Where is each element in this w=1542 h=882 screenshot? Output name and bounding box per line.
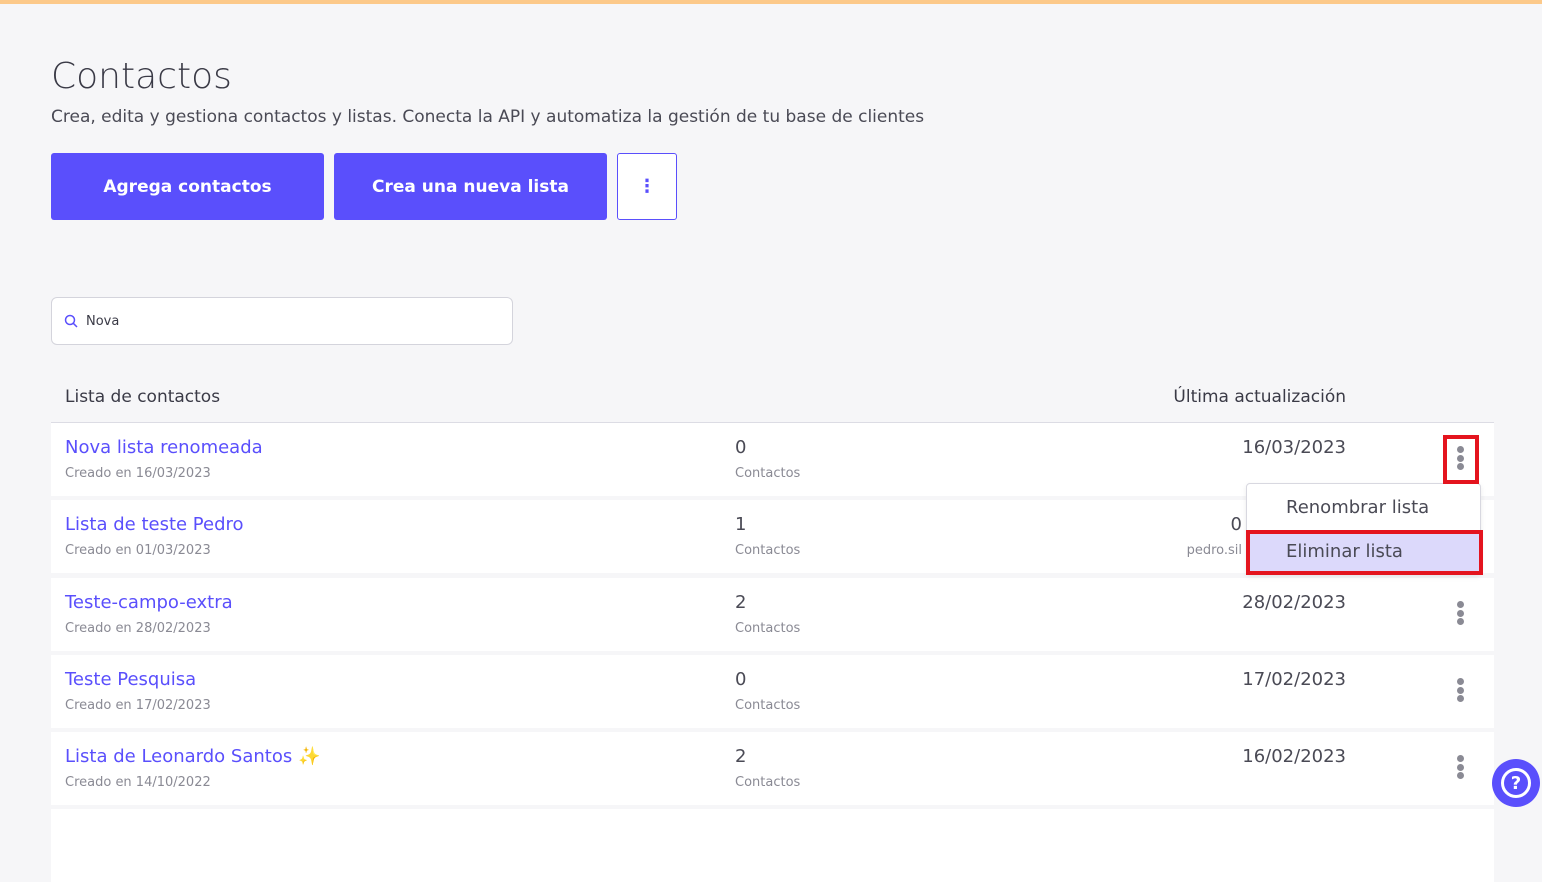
page-subtitle: Crea, edita y gestiona contactos y lista…: [51, 107, 925, 127]
created-date: Creado en 17/02/2023: [65, 698, 211, 713]
updated-date: 17/02/2023: [1242, 669, 1346, 690]
created-date: Creado en 14/10/2022: [65, 775, 211, 790]
contact-count-label: Contactos: [735, 466, 801, 481]
new-list-button[interactable]: Crea una nueva lista: [334, 153, 607, 220]
contact-count-label: Contactos: [735, 543, 801, 558]
search-box[interactable]: [51, 297, 513, 345]
contact-count-label: Contactos: [735, 621, 801, 636]
contact-count: 2: [735, 592, 747, 613]
table-row[interactable]: Teste-campo-extra Creado en 28/02/2023 2…: [51, 578, 1494, 651]
help-icon: ?: [1501, 768, 1531, 798]
list-name-link[interactable]: Lista de Leonardo Santos ✨: [65, 746, 320, 767]
list-name: Lista de teste Pedro: [65, 514, 244, 535]
created-date: Creado en 01/03/2023: [65, 543, 211, 558]
highlight-box-kebab: [1443, 435, 1479, 484]
search-input[interactable]: [86, 313, 486, 329]
updated-date: 0: [1230, 514, 1242, 535]
add-contacts-button[interactable]: Agrega contactos: [51, 153, 324, 220]
table-row[interactable]: Teste Pesquisa Creado en 17/02/2023 0 Co…: [51, 655, 1494, 728]
row-options-kebab-icon[interactable]: [1453, 752, 1467, 782]
column-header-list: Lista de contactos: [65, 387, 221, 407]
contact-count: 2: [735, 746, 747, 767]
row-options-kebab-icon[interactable]: [1453, 443, 1467, 473]
column-header-updated: Última actualización: [1173, 387, 1346, 407]
table-row[interactable]: Lista de Leonardo Santos ✨ Creado en 14/…: [51, 732, 1494, 805]
list-name-link[interactable]: Teste-campo-extra: [65, 592, 233, 613]
row-options-kebab-icon[interactable]: [1453, 675, 1467, 705]
more-options-button[interactable]: ⋮: [617, 153, 677, 220]
contact-count: 0: [735, 437, 747, 458]
sparkles-emoji: ✨: [297, 746, 321, 767]
list-name: Nova lista renomeada: [65, 437, 263, 458]
updated-date: 16/03/2023: [1242, 437, 1346, 458]
table-header: Lista de contactos Última actualización: [51, 380, 1494, 423]
list-name-link[interactable]: Lista de teste Pedro: [65, 514, 244, 535]
contact-count-label: Contactos: [735, 698, 801, 713]
contact-count: 0: [735, 669, 747, 690]
help-button[interactable]: ?: [1492, 759, 1540, 807]
list-name-link[interactable]: Teste Pesquisa: [65, 669, 196, 690]
updated-date: 28/02/2023: [1242, 592, 1346, 613]
created-date: Creado en 28/02/2023: [65, 621, 211, 636]
list-name: Teste Pesquisa: [65, 669, 197, 690]
menu-item-rename-list[interactable]: Renombrar lista: [1286, 497, 1430, 518]
search-icon: [64, 314, 78, 328]
highlight-box-delete: [1246, 530, 1483, 575]
list-options-menu: Renombrar lista Eliminar lista: [1246, 483, 1481, 575]
contact-count: 1: [735, 514, 747, 535]
top-accent-bar: [0, 0, 1542, 4]
page-title: Contactos: [51, 56, 232, 97]
table-row[interactable]: Nova lista renomeada Creado en 16/03/202…: [51, 423, 1494, 496]
row-options-kebab-icon[interactable]: [1453, 598, 1467, 628]
list-name: Lista de Leonardo Santos: [65, 746, 293, 767]
list-name: Teste-campo-extra: [65, 592, 233, 613]
created-date: Creado en 16/03/2023: [65, 466, 211, 481]
updated-date: 16/02/2023: [1242, 746, 1346, 767]
list-name-link[interactable]: Nova lista renomeada: [65, 437, 263, 458]
menu-item-delete-list[interactable]: Eliminar lista: [1247, 530, 1480, 574]
updated-by: pedro.sil: [1186, 543, 1242, 558]
contact-count-label: Contactos: [735, 775, 801, 790]
